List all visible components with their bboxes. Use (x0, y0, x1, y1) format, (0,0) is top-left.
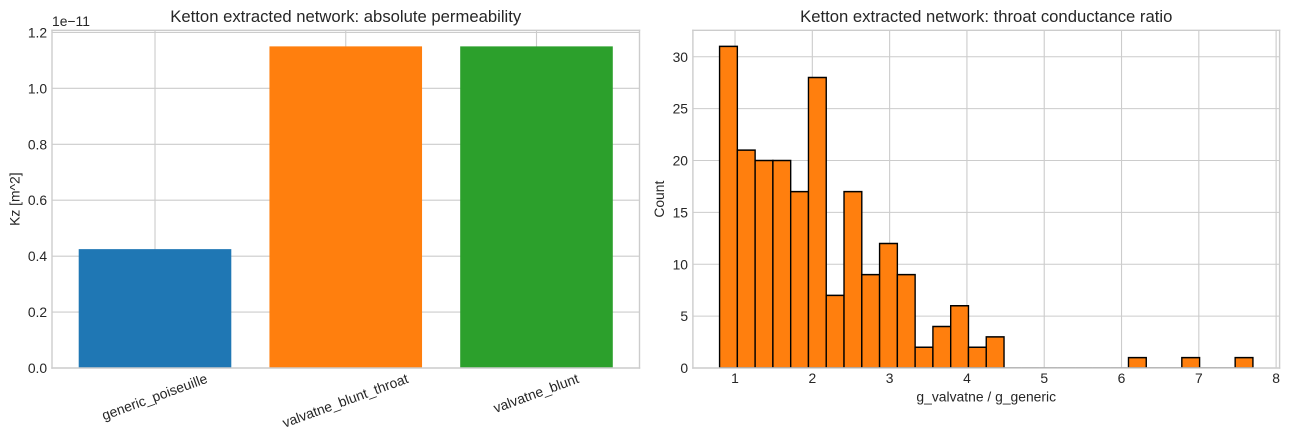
svg-text:8: 8 (1272, 370, 1280, 386)
svg-text:Kz [m^2]: Kz [m^2] (6, 172, 22, 226)
svg-text:20: 20 (673, 153, 689, 169)
svg-text:0.0: 0.0 (28, 360, 48, 376)
svg-text:1e−11: 1e−11 (52, 13, 90, 29)
svg-text:0.8: 0.8 (28, 136, 48, 152)
svg-text:Count: Count (651, 180, 667, 217)
svg-text:7: 7 (1195, 370, 1203, 386)
svg-text:Ketton extracted network: abso: Ketton extracted network: absolute perme… (170, 7, 522, 26)
svg-text:0: 0 (680, 360, 688, 376)
svg-text:4: 4 (963, 370, 971, 386)
svg-text:6: 6 (1118, 370, 1126, 386)
svg-text:Ketton extracted network: thro: Ketton extracted network: throat conduct… (800, 7, 1172, 26)
svg-text:1.2: 1.2 (28, 24, 48, 40)
svg-text:g_valvatne / g_generic: g_valvatne / g_generic (916, 388, 1056, 404)
svg-text:2: 2 (808, 370, 816, 386)
svg-text:5: 5 (680, 308, 688, 324)
svg-text:0.6: 0.6 (28, 192, 48, 208)
svg-text:1: 1 (731, 370, 739, 386)
svg-text:25: 25 (673, 101, 689, 117)
svg-text:10: 10 (673, 256, 689, 272)
svg-text:3: 3 (886, 370, 894, 386)
svg-text:15: 15 (673, 204, 689, 220)
svg-text:1.0: 1.0 (28, 80, 48, 96)
svg-text:30: 30 (673, 49, 689, 65)
svg-text:5: 5 (1040, 370, 1048, 386)
svg-text:0.2: 0.2 (28, 304, 48, 320)
svg-text:0.4: 0.4 (28, 248, 48, 264)
